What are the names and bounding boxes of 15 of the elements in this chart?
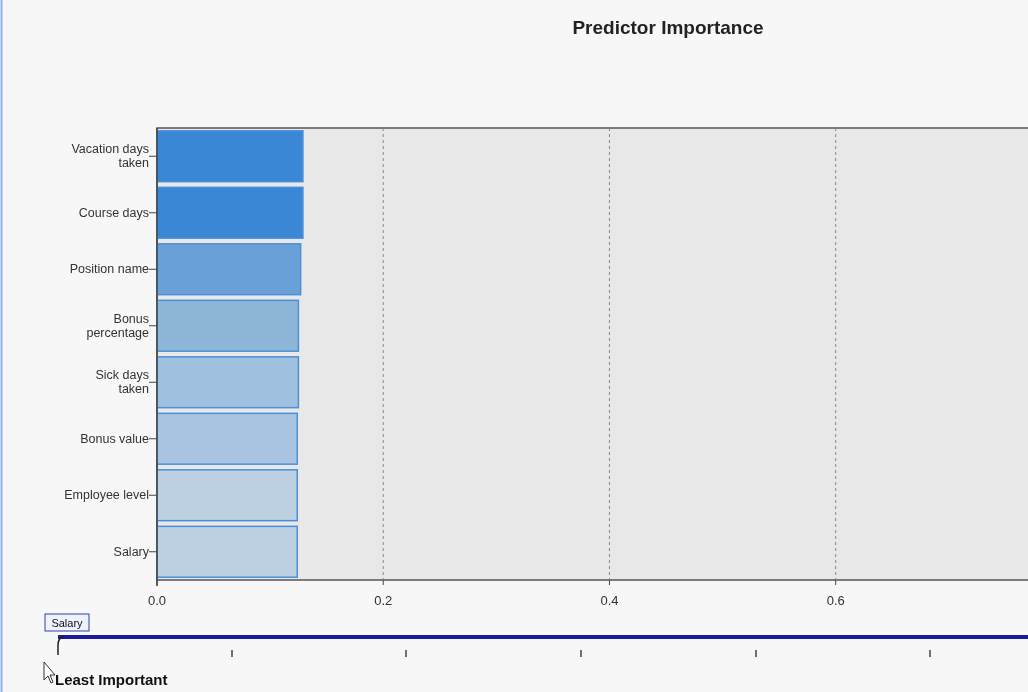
text: Salary: [51, 617, 84, 629]
y-tick-label: Bonus percentage: [86, 311, 150, 340]
y-tick-label: Sick days taken: [95, 368, 150, 397]
y-tick-label: Position name: [69, 262, 150, 277]
x-tick-label: 0.2: [374, 593, 393, 608]
x-tick-label: 0.0: [147, 593, 167, 608]
y-tick-label: Vacation days taken: [71, 142, 150, 171]
x-tick-label: 0.6: [826, 593, 845, 608]
y-tick-label: Employee level: [64, 488, 149, 503]
chart-title: Predictor Importance: [572, 17, 764, 38]
y-tick-label: Bonus value: [80, 431, 150, 446]
y-tick-label: Course days: [78, 205, 149, 220]
y-tick-label: Salary: [113, 544, 150, 559]
text: Least Important: [55, 671, 168, 688]
x-tick-label: 0.4: [600, 593, 619, 608]
